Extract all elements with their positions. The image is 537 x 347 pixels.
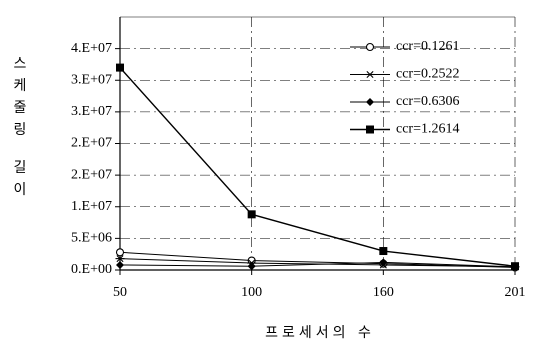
data-point	[379, 258, 388, 267]
legend-item: ccr=0.1261	[350, 39, 460, 54]
data-point	[247, 210, 256, 219]
x-axis-title: 프로세서의 수	[265, 325, 375, 341]
x-tick-label: 50	[113, 285, 127, 300]
legend-label: ccr=0.1261	[396, 39, 460, 54]
y-tick-label: 5.E+06	[71, 231, 112, 246]
data-point	[247, 262, 256, 271]
y-tick-label: 3.E+07	[71, 72, 112, 87]
data-point	[115, 255, 125, 263]
legend-marker	[365, 42, 375, 52]
x-tick-label: 100	[241, 285, 262, 300]
series-2	[115, 255, 520, 271]
y-tick-label: 3.E+07	[71, 104, 112, 119]
series-layer	[115, 63, 520, 272]
series-line	[119, 67, 516, 267]
x-tick-label: 160	[373, 285, 394, 300]
data-point	[379, 247, 388, 256]
y-tick-label: 2.E+07	[71, 167, 112, 182]
legend-marker	[366, 125, 374, 134]
legend-marker	[365, 70, 375, 79]
legend-label: ccr=0.6306	[396, 94, 460, 109]
legend-item: ccr=0.2522	[350, 67, 460, 82]
legend-item: ccr=1.2614	[350, 122, 460, 137]
data-point	[511, 262, 519, 271]
legend-item: ccr=0.6306	[350, 94, 460, 109]
legend-label: ccr=0.2522	[396, 67, 460, 82]
data-point	[116, 260, 124, 269]
series-4	[116, 63, 519, 271]
x-tick-label: 201	[505, 285, 526, 300]
legend-marker	[366, 98, 374, 106]
y-tick-label: 1.E+07	[71, 199, 112, 214]
series-line	[119, 261, 516, 268]
y-tick-label: 0.E+00	[71, 262, 112, 277]
data-point	[116, 63, 124, 72]
gridlines	[120, 16, 516, 270]
y-tick-label: 2.E+07	[71, 136, 112, 151]
legend-label: ccr=1.2614	[396, 122, 460, 137]
legend: ccr=0.1261 ccr=0.2522 ccr=0.6306 ccr=1.2614	[350, 39, 460, 137]
y-tick-label: 4.E+07	[71, 41, 112, 56]
data-point	[115, 248, 125, 257]
axes: 0.E+00 5.E+06 1.E+07 2.E+07 2.E+07 3.E+07 3.E+…	[71, 17, 526, 300]
